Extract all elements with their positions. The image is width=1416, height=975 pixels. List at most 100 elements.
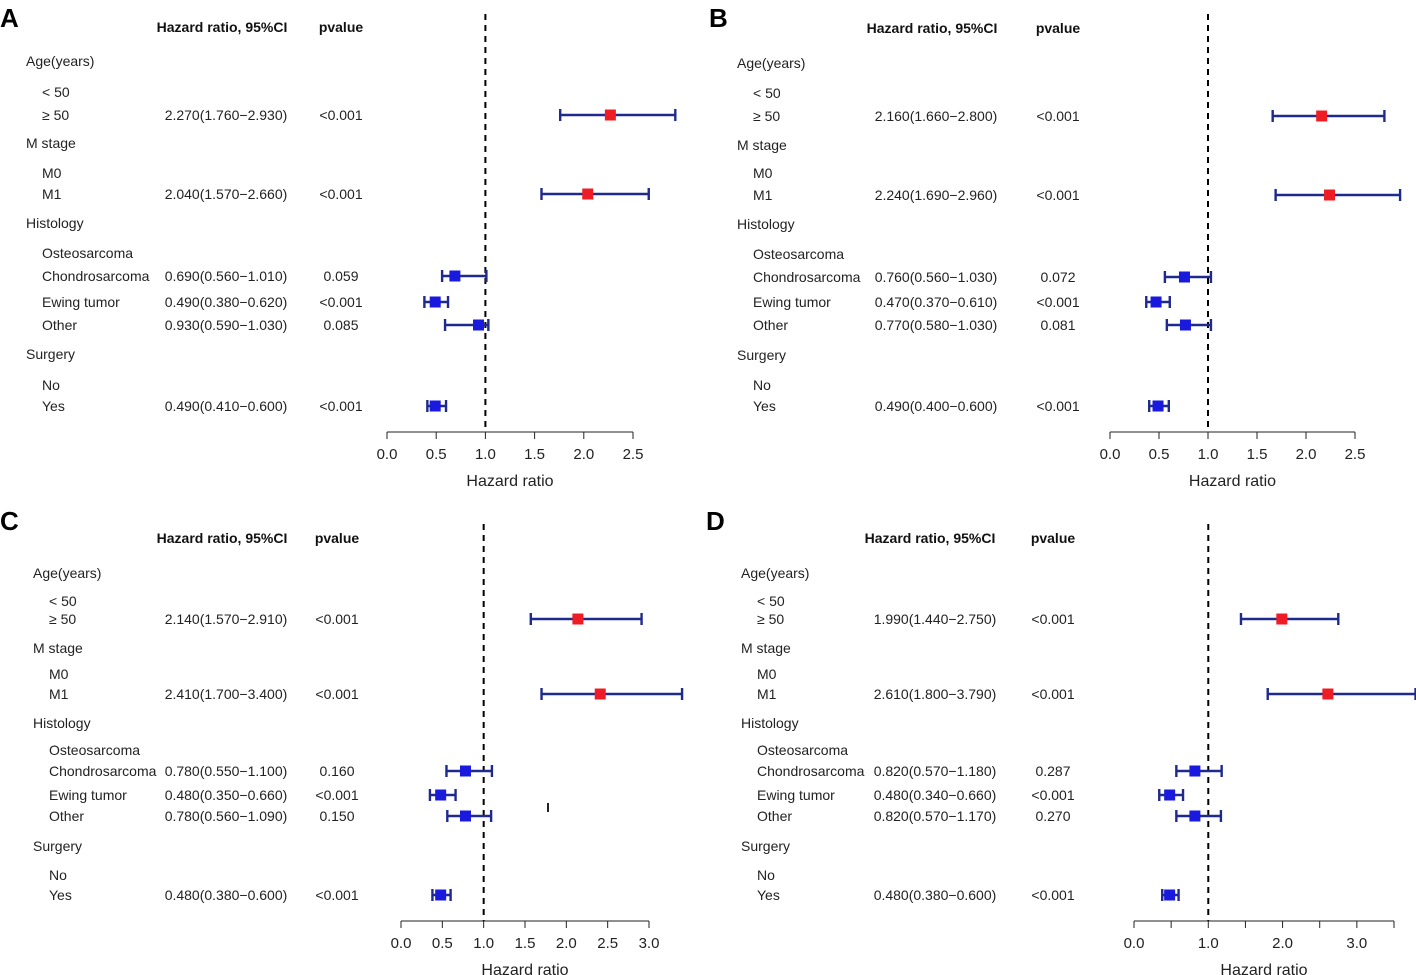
hr-ci-text: 2.240(1.690−2.960) — [875, 187, 998, 203]
subgroup-label: Chondrosarcoma — [753, 269, 861, 285]
x-tick-label: 3.0 — [639, 935, 660, 952]
hr-ci-text: 0.490(0.410−0.600) — [165, 398, 288, 414]
category-label: Surgery — [33, 838, 82, 854]
hr-point — [1316, 110, 1328, 122]
x-tick-label: 2.0 — [1296, 446, 1317, 463]
subgroup-label: M1 — [753, 187, 773, 203]
subgroup-label: Ewing tumor — [757, 787, 835, 803]
subgroup-label: Osteosarcoma — [49, 742, 140, 758]
hr-ci-text: 0.480(0.380−0.600) — [165, 887, 288, 903]
x-tick-label: 1.0 — [473, 935, 494, 952]
hr-point — [1322, 688, 1334, 700]
hr-ci-text: 0.480(0.350−0.660) — [165, 787, 288, 803]
forest-panel-d: D Hazard ratio, 95%CI pvalue Age(years) < 50… — [706, 506, 1416, 975]
forest-panel-a: A Hazard ratio, 95%CI pvalue Age(years) < 50… — [0, 3, 677, 490]
pvalue-text: <0.001 — [1031, 787, 1074, 803]
category-label: Histology — [737, 216, 795, 232]
hr-point — [1189, 765, 1201, 777]
subgroup-label: Ewing tumor — [42, 294, 120, 310]
hr-ci-text: 0.780(0.550−1.100) — [165, 763, 288, 779]
subgroup-label: Yes — [757, 887, 780, 903]
pvalue-text: <0.001 — [315, 611, 358, 627]
x-tick-label: 1.5 — [515, 935, 536, 952]
x-tick-label: 1.5 — [1247, 446, 1268, 463]
subgroup-label: No — [753, 377, 771, 393]
forest-panel-b: B Hazard ratio, 95%CI pvalue Age(years) < 50… — [709, 3, 1402, 490]
subgroup-label: M1 — [42, 186, 62, 202]
panel-letter: A — [0, 3, 19, 33]
hr-point — [594, 688, 606, 700]
hr-point — [1150, 296, 1162, 308]
category-label: Surgery — [26, 346, 75, 362]
hr-ci-text: 0.770(0.580−1.030) — [875, 317, 998, 333]
category-label: M stage — [33, 640, 83, 656]
subgroup-label: No — [757, 867, 775, 883]
panel-letter: B — [709, 3, 728, 33]
subgroup-label: ≥ 50 — [757, 611, 784, 627]
subgroup-label: ≥ 50 — [753, 108, 780, 124]
category-label: M stage — [737, 137, 787, 153]
subgroup-label: M1 — [757, 686, 777, 702]
subgroup-label: M0 — [753, 165, 773, 181]
subgroup-label: Osteosarcoma — [42, 245, 133, 261]
pvalue-text: <0.001 — [1036, 398, 1079, 414]
subgroup-label: ≥ 50 — [49, 611, 76, 627]
pvalue-text: <0.001 — [1036, 108, 1079, 124]
hr-point — [604, 109, 616, 121]
x-tick-label: 0.5 — [1149, 446, 1170, 463]
hr-point — [429, 400, 441, 412]
hr-point — [572, 613, 584, 625]
subgroup-label: Yes — [753, 398, 776, 414]
hr-point — [473, 319, 485, 331]
x-tick-label: 2.5 — [1345, 446, 1366, 463]
pvalue-text: 0.072 — [1040, 269, 1075, 285]
hr-ci-text: 0.820(0.570−1.170) — [874, 808, 997, 824]
x-tick-label: 2.0 — [556, 935, 577, 952]
hr-point — [1178, 271, 1190, 283]
pvalue-text: 0.287 — [1035, 763, 1070, 779]
category-label: Age(years) — [26, 53, 94, 69]
pvalue-text: 0.059 — [323, 268, 358, 284]
pvalue-text: <0.001 — [319, 294, 362, 310]
hr-point — [1164, 889, 1176, 901]
category-label: Surgery — [737, 347, 786, 363]
category-label: M stage — [26, 135, 76, 151]
subgroup-label: No — [49, 867, 67, 883]
pvalue-text: <0.001 — [319, 107, 362, 123]
x-tick-label: 1.0 — [475, 446, 496, 463]
pvalue-column-header: pvalue — [1031, 530, 1076, 546]
hr-point — [1152, 400, 1164, 412]
x-tick-label: 2.5 — [623, 446, 644, 463]
panel-letter: D — [706, 506, 725, 536]
subgroup-label: < 50 — [757, 593, 785, 609]
category-label: Age(years) — [737, 55, 805, 71]
hr-point — [1179, 319, 1191, 331]
hr-ci-text: 0.820(0.570−1.180) — [874, 763, 997, 779]
x-axis-title: Hazard ratio — [1220, 962, 1307, 975]
pvalue-text: <0.001 — [1036, 187, 1079, 203]
x-tick-label: 0.0 — [1124, 935, 1145, 952]
subgroup-label: ≥ 50 — [42, 107, 69, 123]
x-tick-label: 2.5 — [597, 935, 618, 952]
x-tick-label: 1.5 — [524, 446, 545, 463]
hr-ci-text: 2.270(1.760−2.930) — [165, 107, 288, 123]
hr-column-header: Hazard ratio, 95%CI — [157, 19, 288, 35]
x-tick-label: 2.0 — [573, 446, 594, 463]
hr-ci-text: 0.690(0.560−1.010) — [165, 268, 288, 284]
subgroup-label: < 50 — [42, 84, 70, 100]
pvalue-column-header: pvalue — [1036, 20, 1081, 36]
pvalue-text: <0.001 — [319, 398, 362, 414]
subgroup-label: Other — [49, 808, 84, 824]
category-label: M stage — [741, 640, 791, 656]
hr-point — [435, 789, 447, 801]
subgroup-label: Ewing tumor — [49, 787, 127, 803]
x-tick-label: 0.0 — [1100, 446, 1121, 463]
category-label: Histology — [26, 215, 84, 231]
hr-ci-text: 0.490(0.380−0.620) — [165, 294, 288, 310]
category-label: Age(years) — [33, 565, 101, 581]
pvalue-column-header: pvalue — [315, 530, 360, 546]
subgroup-label: Chondrosarcoma — [757, 763, 865, 779]
hr-point — [459, 765, 471, 777]
hr-column-header: Hazard ratio, 95%CI — [865, 530, 996, 546]
